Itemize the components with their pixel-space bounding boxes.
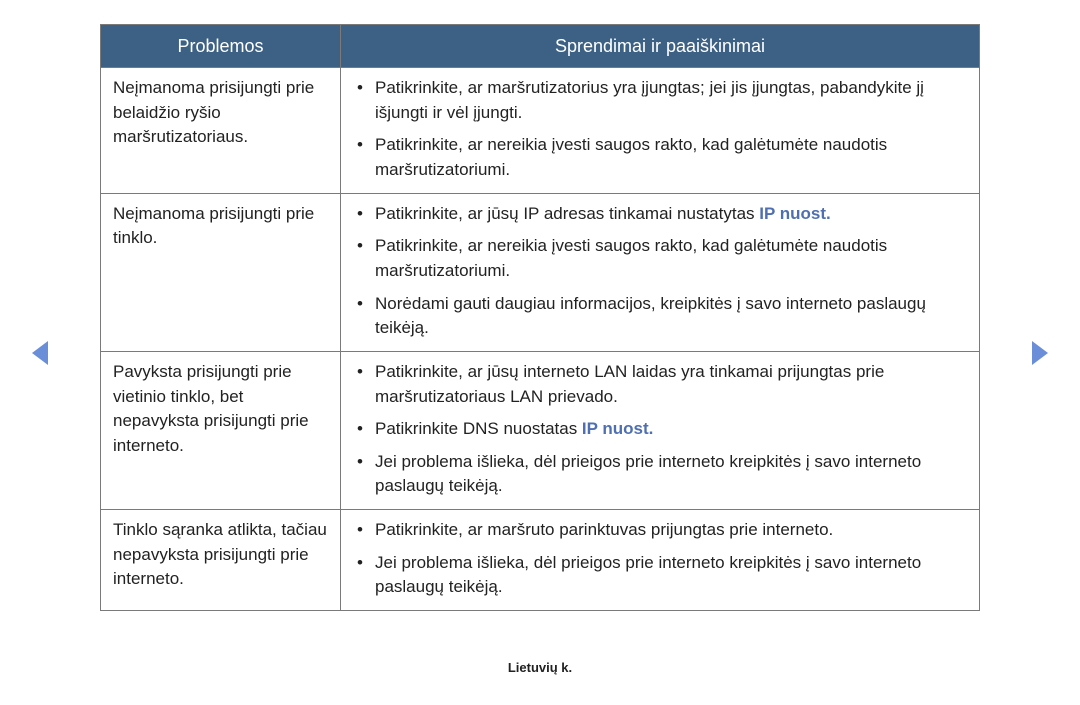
troubleshooting-table: Problemos Sprendimai ir paaiškinimai Neį…: [100, 24, 980, 611]
item-text: Jei problema išlieka, dėl prieigos prie …: [375, 553, 921, 597]
solution-list: Patikrinkite, ar jūsų IP adresas tinkama…: [353, 202, 967, 341]
next-page-arrow-icon[interactable]: [1032, 341, 1048, 365]
item-text: Norėdami gauti daugiau informacijos, kre…: [375, 294, 926, 338]
list-item: Patikrinkite, ar maršrutizatorius yra įj…: [353, 76, 967, 125]
problem-cell: Pavyksta prisijungti prie vietinio tinkl…: [101, 351, 341, 509]
item-text: Patikrinkite, ar jūsų IP adresas tinkama…: [375, 204, 759, 223]
prev-page-arrow-icon[interactable]: [32, 341, 48, 365]
list-item: Norėdami gauti daugiau informacijos, kre…: [353, 292, 967, 341]
problem-cell: Neįmanoma prisijungti prie tinklo.: [101, 193, 341, 351]
list-item: Patikrinkite, ar jūsų IP adresas tinkama…: [353, 202, 967, 227]
table-row: Neįmanoma prisijungti prie belaidžio ryš…: [101, 68, 980, 194]
list-item: Jei problema išlieka, dėl prieigos prie …: [353, 551, 967, 600]
solution-list: Patikrinkite, ar maršruto parinktuvas pr…: [353, 518, 967, 600]
footer-language: Lietuvių k.: [0, 660, 1080, 675]
solution-cell: Patikrinkite, ar jūsų IP adresas tinkama…: [341, 193, 980, 351]
list-item: Patikrinkite, ar nereikia įvesti saugos …: [353, 133, 967, 182]
header-solutions: Sprendimai ir paaiškinimai: [341, 25, 980, 68]
table-row: Neįmanoma prisijungti prie tinklo. Patikr…: [101, 193, 980, 351]
item-text: Patikrinkite DNS nuostatas: [375, 419, 582, 438]
solution-cell: Patikrinkite, ar maršruto parinktuvas pr…: [341, 510, 980, 611]
ip-settings-link[interactable]: IP nuost.: [582, 419, 653, 438]
solution-list: Patikrinkite, ar maršrutizatorius yra įj…: [353, 76, 967, 183]
ip-settings-link[interactable]: IP nuost.: [759, 204, 830, 223]
solution-list: Patikrinkite, ar jūsų interneto LAN laid…: [353, 360, 967, 499]
document-page: Problemos Sprendimai ir paaiškinimai Neį…: [0, 0, 1080, 705]
item-text: Patikrinkite, ar nereikia įvesti saugos …: [375, 135, 887, 179]
item-text: Jei problema išlieka, dėl prieigos prie …: [375, 452, 921, 496]
item-text: Patikrinkite, ar jūsų interneto LAN laid…: [375, 362, 884, 406]
problem-cell: Neįmanoma prisijungti prie belaidžio ryš…: [101, 68, 341, 194]
list-item: Patikrinkite, ar jūsų interneto LAN laid…: [353, 360, 967, 409]
table-body: Neįmanoma prisijungti prie belaidžio ryš…: [101, 68, 980, 611]
problem-cell: Tinklo sąranka atlikta, tačiau nepavykst…: [101, 510, 341, 611]
list-item: Jei problema išlieka, dėl prieigos prie …: [353, 450, 967, 499]
table-header-row: Problemos Sprendimai ir paaiškinimai: [101, 25, 980, 68]
list-item: Patikrinkite, ar nereikia įvesti saugos …: [353, 234, 967, 283]
list-item: Patikrinkite, ar maršruto parinktuvas pr…: [353, 518, 967, 543]
item-text: Patikrinkite, ar maršruto parinktuvas pr…: [375, 520, 833, 539]
table-row: Tinklo sąranka atlikta, tačiau nepavykst…: [101, 510, 980, 611]
list-item: Patikrinkite DNS nuostatas IP nuost.: [353, 417, 967, 442]
header-problems: Problemos: [101, 25, 341, 68]
table-row: Pavyksta prisijungti prie vietinio tinkl…: [101, 351, 980, 509]
item-text: Patikrinkite, ar maršrutizatorius yra įj…: [375, 78, 924, 122]
solution-cell: Patikrinkite, ar jūsų interneto LAN laid…: [341, 351, 980, 509]
item-text: Patikrinkite, ar nereikia įvesti saugos …: [375, 236, 887, 280]
solution-cell: Patikrinkite, ar maršrutizatorius yra įj…: [341, 68, 980, 194]
